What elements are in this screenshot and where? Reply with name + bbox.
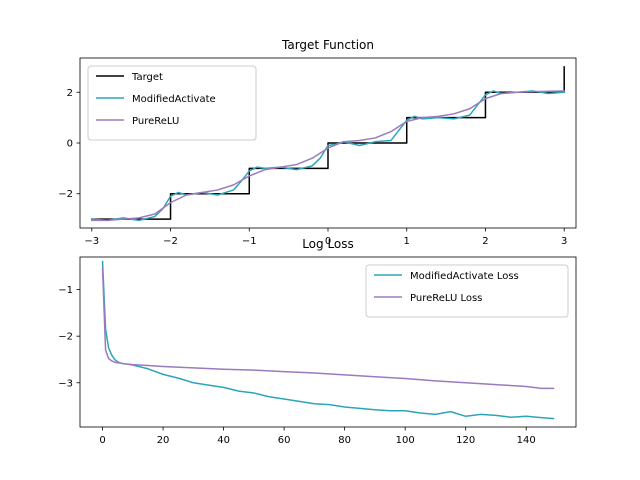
legend-label-purerelu-loss: PureReLU Loss <box>410 293 482 304</box>
chart-title: Log Loss <box>302 237 354 251</box>
axes-frame <box>79 256 577 428</box>
series-group <box>91 66 565 222</box>
target-function-chart: −3 −2 −1 0 1 2 3 −2 0 2 Target Function Target Modif… <box>58 38 577 247</box>
x-tick-label: 40 <box>217 435 230 446</box>
x-tick-label: 100 <box>396 435 415 446</box>
series-line-purerelu <box>91 90 565 222</box>
series-line-target <box>91 66 565 220</box>
x-tick-label: 0 <box>325 236 331 247</box>
legend: ModifiedActivate Loss PureReLU Loss <box>365 264 569 318</box>
chart-title: Target Function <box>281 38 374 52</box>
x-tick-label: −3 <box>84 236 99 247</box>
legend-label-modifiedactivate: ModifiedActivate <box>132 94 216 105</box>
legend-label-target: Target <box>131 72 163 83</box>
x-tick-label: 3 <box>561 236 567 247</box>
x-tick-label: 0 <box>99 435 105 446</box>
y-tick-label: −3 <box>58 378 73 389</box>
y-tick-label: −2 <box>58 189 73 200</box>
y-tick-label: 0 <box>67 139 73 150</box>
legend-box <box>365 264 569 318</box>
legend-box <box>87 65 257 141</box>
x-tick-label: 2 <box>482 236 488 247</box>
x-tick-label: −2 <box>163 236 178 247</box>
x-tick-label: 120 <box>456 435 475 446</box>
x-tick-label: 60 <box>278 435 291 446</box>
y-tick-label: −2 <box>58 332 73 343</box>
x-tick-label: 20 <box>157 435 170 446</box>
y-tick-label: −1 <box>58 285 73 296</box>
series-line-purerelu-loss <box>101 267 555 390</box>
x-tick-label: 80 <box>338 435 351 446</box>
series-group <box>101 260 555 420</box>
legend-label-modifiedactivate-loss: ModifiedActivate Loss <box>410 271 519 282</box>
x-tick-label: 1 <box>404 236 410 247</box>
y-tick-label: 2 <box>67 88 73 99</box>
x-tick-label: 140 <box>517 435 536 446</box>
legend-label-purerelu: PureReLU <box>132 116 179 127</box>
x-tick-label: −1 <box>242 236 257 247</box>
legend: Target ModifiedActivate PureReLU <box>87 65 257 141</box>
